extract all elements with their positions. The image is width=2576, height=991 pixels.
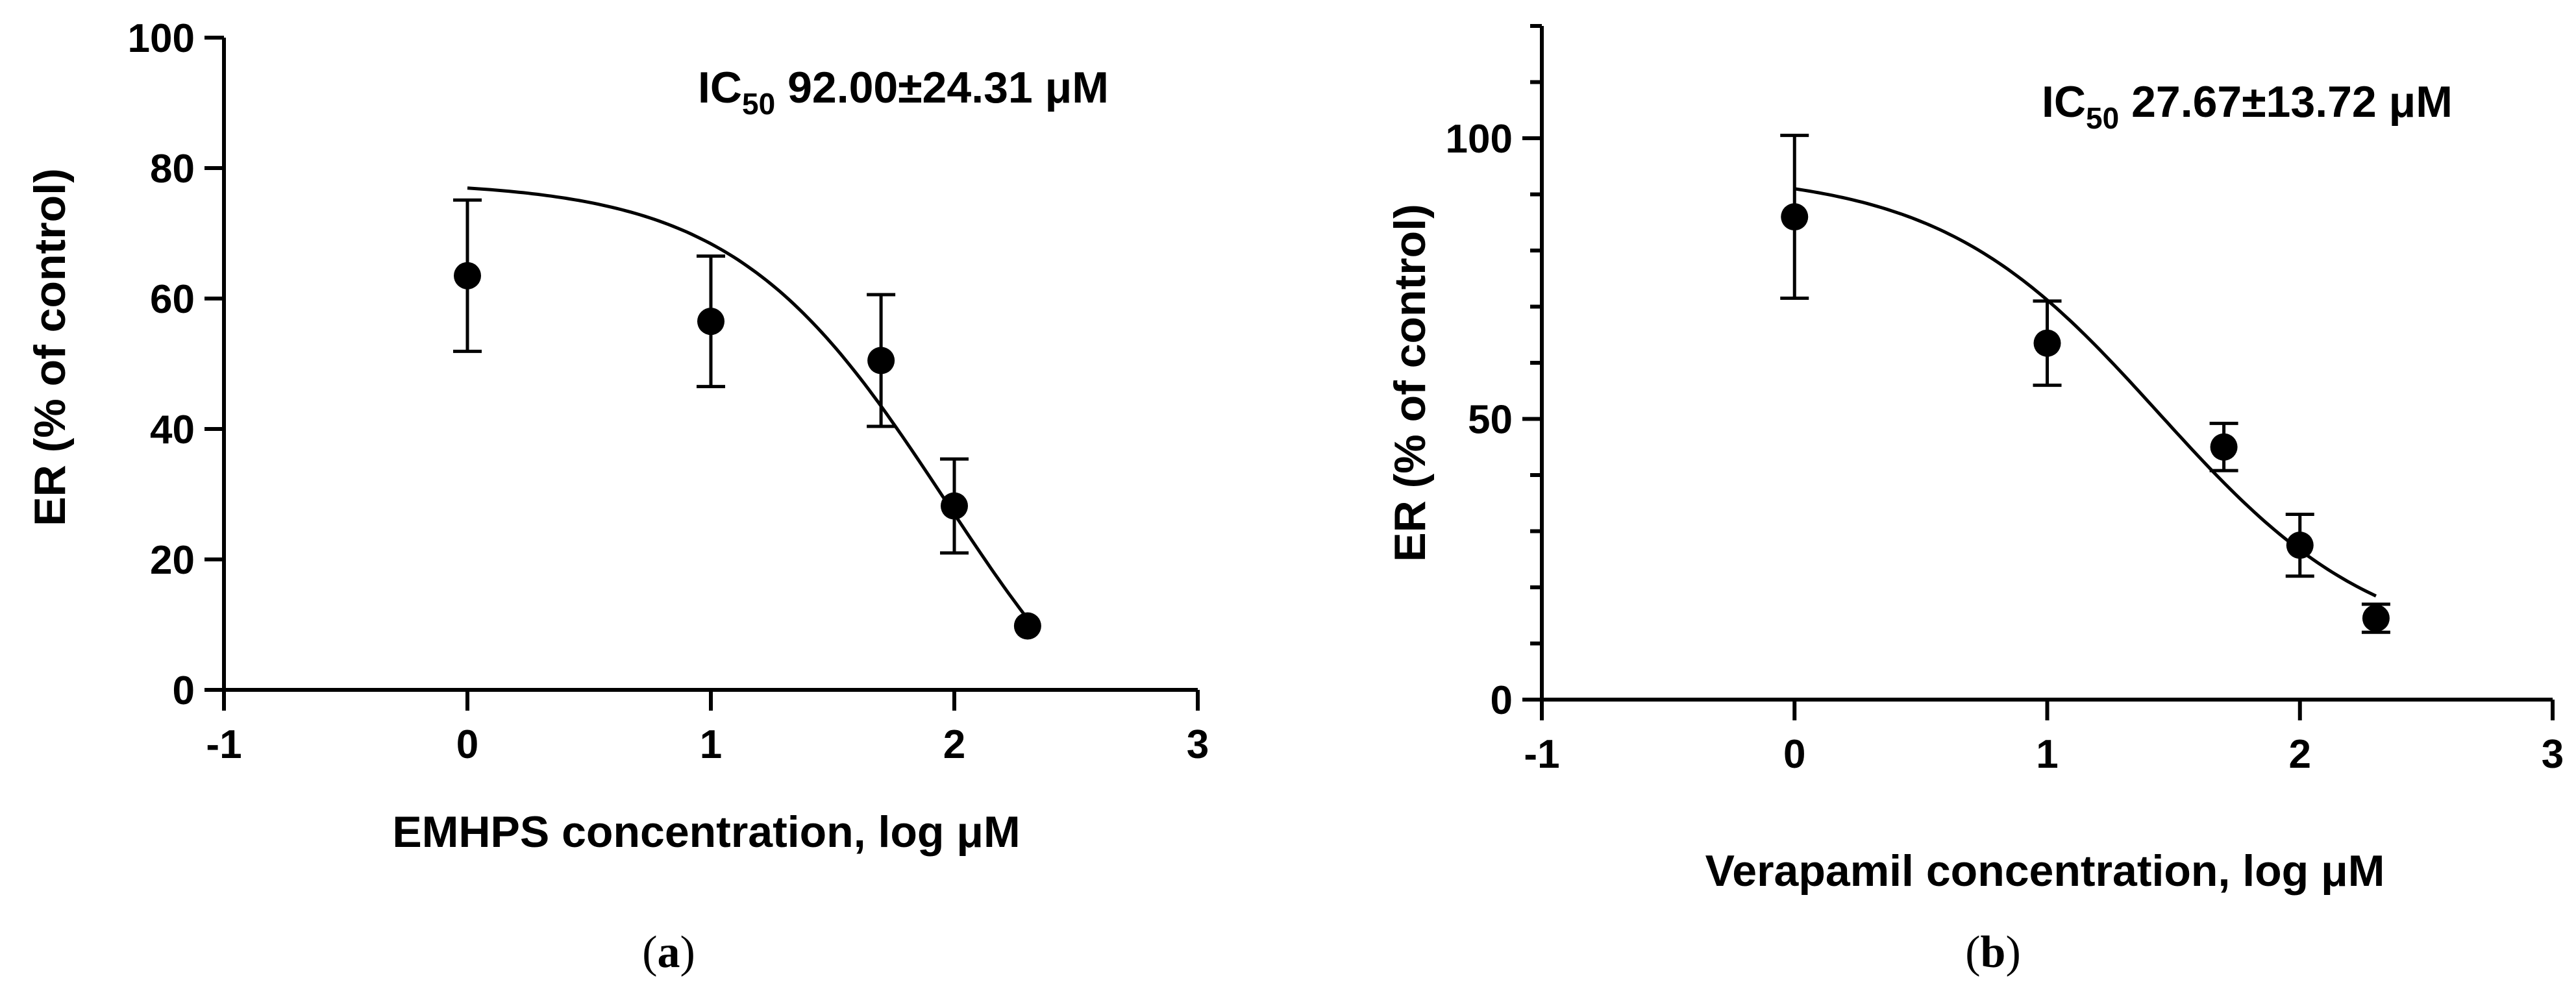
fit-curve-layer-b [1794,187,2377,598]
x-axis-label-b: Verapamil concentration, log μM [1705,846,2385,896]
y-tick-label: 50 [1468,398,1513,443]
y-tick-label: 80 [150,147,195,191]
panel-caption-a: (a) [642,927,695,977]
x-tick-label: 2 [943,722,965,767]
data-point [2286,532,2314,559]
data-point [1013,612,1041,640]
data-point [697,308,724,336]
x-tick-label: 2 [2289,732,2311,777]
x-tick-label: 3 [1187,722,1209,767]
x-tick-label: 0 [456,722,478,767]
panel-caption-b: (b) [1965,927,2021,977]
y-tick-label: 20 [150,538,195,583]
data-point [867,347,895,374]
data-points-a [453,198,1041,640]
x-axis-label-a: EMHPS concentration, log μM [392,807,1020,857]
data-point [2033,329,2061,357]
y-tick-label: 60 [150,277,195,322]
x-tick-label: 3 [2542,732,2564,777]
x-tick-label: -1 [206,722,242,767]
fit-curve [467,186,1029,620]
y-axis-label-b: ER (% of control) [1385,204,1435,562]
fit-curve [1794,187,2377,598]
y-tick-label: 40 [150,408,195,452]
data-point [2210,433,2238,461]
y-tick-label: 0 [173,668,195,713]
ic50-annotation-b: IC50 27.67±13.72 μM [2042,77,2453,135]
x-tick-label: 0 [1783,732,1805,777]
data-point [941,492,968,520]
x-tick-label: 1 [2036,732,2058,777]
fit-curve-layer-a [467,186,1029,620]
data-point [1781,203,1809,231]
y-axis-label-a: ER (% of control) [25,168,75,526]
x-tick-label: 1 [700,722,722,767]
ic50-annotation-a: IC50 92.00±24.31 μM [698,63,1109,121]
data-point [2362,604,2390,632]
y-tick-label: 100 [1446,117,1513,162]
y-tick-label: 0 [1491,678,1513,723]
x-tick-label: -1 [1524,732,1559,777]
data-point [454,262,481,289]
data-points-b [1780,134,2390,634]
y-tick-label: 100 [128,16,195,61]
